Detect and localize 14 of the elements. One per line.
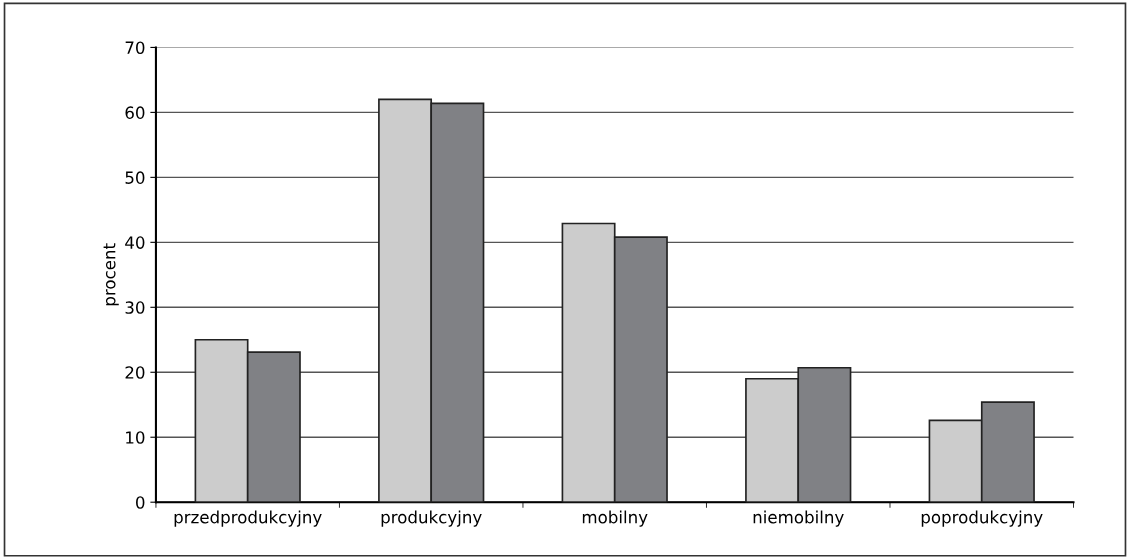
x-tick-label: niemobilny xyxy=(753,510,844,527)
y-tick-label: 0 xyxy=(136,496,145,509)
x-tick-label: poprodukcyjny xyxy=(921,510,1043,527)
x-tick-label: przedprodukcyjny xyxy=(174,510,322,527)
y-tick-label: 60 xyxy=(125,106,145,119)
y-axis-title: procent xyxy=(103,243,119,306)
y-tick-label: 10 xyxy=(126,431,145,444)
x-tick-label: mobilny xyxy=(582,510,648,527)
y-tick-label: 50 xyxy=(125,171,145,184)
y-tick-label: 70 xyxy=(125,41,145,54)
y-tick-label: 40 xyxy=(125,236,145,249)
x-tick-label: produkcyjny xyxy=(381,510,482,527)
y-tick-label: 30 xyxy=(125,301,145,314)
y-tick-label: 20 xyxy=(125,366,145,379)
